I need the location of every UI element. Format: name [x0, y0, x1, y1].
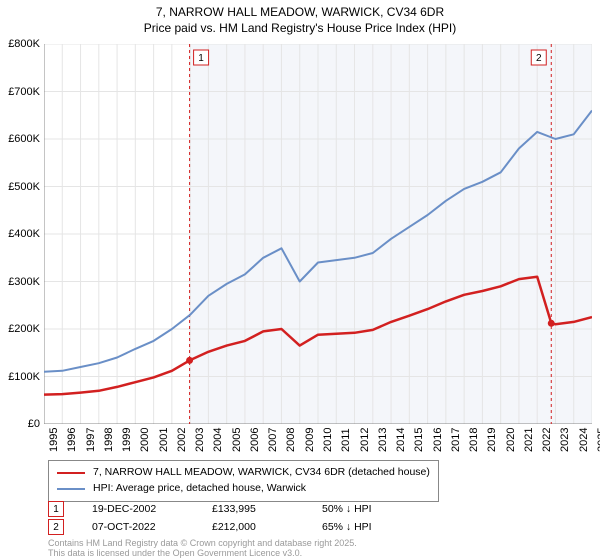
y-tick-label: £800K — [8, 38, 40, 50]
x-tick-label: 2010 — [322, 428, 334, 452]
x-tick-label: 2018 — [468, 428, 480, 452]
x-tick-label: 2001 — [158, 428, 170, 452]
chart-title: 7, NARROW HALL MEADOW, WARWICK, CV34 6DR… — [0, 0, 600, 36]
legend-item-hpi: HPI: Average price, detached house, Warw… — [57, 481, 430, 497]
legend-label-price: 7, NARROW HALL MEADOW, WARWICK, CV34 6DR… — [93, 465, 430, 481]
marker-price-1: £133,995 — [212, 503, 322, 515]
y-tick-label: £500K — [8, 181, 40, 193]
legend-label-hpi: HPI: Average price, detached house, Warw… — [93, 481, 306, 497]
x-tick-label: 2016 — [432, 428, 444, 452]
y-tick-label: £700K — [8, 86, 40, 98]
marker-row-2: 2 07-OCT-2022 £212,000 65% ↓ HPI — [48, 518, 462, 536]
marker-badge-2: 2 — [48, 519, 64, 535]
y-tick-label: £200K — [8, 323, 40, 335]
x-tick-label: 2020 — [505, 428, 517, 452]
line-chart-svg: 12 — [44, 44, 592, 424]
x-tick-label: 2023 — [559, 428, 571, 452]
x-tick-label: 2015 — [413, 428, 425, 452]
marker-pct-2: 65% ↓ HPI — [322, 521, 462, 533]
x-tick-label: 1995 — [48, 428, 60, 452]
marker-date-1: 19-DEC-2002 — [92, 503, 212, 515]
x-tick-label: 2000 — [139, 428, 151, 452]
x-tick-label: 2012 — [359, 428, 371, 452]
svg-text:2: 2 — [536, 53, 542, 64]
y-tick-label: £300K — [8, 276, 40, 288]
title-line-1: 7, NARROW HALL MEADOW, WARWICK, CV34 6DR — [0, 4, 600, 20]
marker-date-2: 07-OCT-2022 — [92, 521, 212, 533]
plot-area: 12 — [44, 44, 592, 424]
y-tick-label: £0 — [28, 418, 40, 430]
legend: 7, NARROW HALL MEADOW, WARWICK, CV34 6DR… — [48, 460, 439, 502]
marker-row-1: 1 19-DEC-2002 £133,995 50% ↓ HPI — [48, 500, 462, 518]
x-tick-label: 2017 — [450, 428, 462, 452]
y-tick-label: £400K — [8, 228, 40, 240]
x-tick-label: 2014 — [395, 428, 407, 452]
license-line-2: This data is licensed under the Open Gov… — [48, 548, 357, 558]
x-tick-label: 1997 — [85, 428, 97, 452]
x-tick-label: 2011 — [340, 428, 352, 452]
x-tick-label: 2025 — [596, 428, 600, 452]
x-tick-label: 2006 — [249, 428, 261, 452]
markers-table: 1 19-DEC-2002 £133,995 50% ↓ HPI 2 07-OC… — [48, 500, 462, 536]
legend-swatch-hpi — [57, 488, 85, 490]
x-tick-label: 2021 — [523, 428, 535, 452]
y-tick-label: £600K — [8, 133, 40, 145]
x-tick-label: 2022 — [541, 428, 553, 452]
svg-text:1: 1 — [198, 53, 204, 64]
x-tick-label: 1998 — [103, 428, 115, 452]
marker-price-2: £212,000 — [212, 521, 322, 533]
legend-item-price: 7, NARROW HALL MEADOW, WARWICK, CV34 6DR… — [57, 465, 430, 481]
x-tick-label: 2003 — [194, 428, 206, 452]
license-text: Contains HM Land Registry data © Crown c… — [48, 538, 357, 559]
x-tick-label: 2019 — [486, 428, 498, 452]
license-line-1: Contains HM Land Registry data © Crown c… — [48, 538, 357, 548]
x-tick-label: 2013 — [377, 428, 389, 452]
x-tick-label: 2009 — [304, 428, 316, 452]
x-tick-label: 2005 — [231, 428, 243, 452]
title-line-2: Price paid vs. HM Land Registry's House … — [0, 20, 600, 36]
x-tick-label: 2008 — [285, 428, 297, 452]
x-tick-label: 2004 — [212, 428, 224, 452]
marker-badge-1: 1 — [48, 501, 64, 517]
x-tick-label: 2024 — [578, 428, 590, 452]
legend-swatch-price — [57, 472, 85, 474]
x-tick-label: 1999 — [121, 428, 133, 452]
y-tick-label: £100K — [8, 371, 40, 383]
x-tick-label: 1996 — [66, 428, 78, 452]
x-tick-label: 2007 — [267, 428, 279, 452]
x-tick-label: 2002 — [176, 428, 188, 452]
marker-pct-1: 50% ↓ HPI — [322, 503, 462, 515]
chart-container: 7, NARROW HALL MEADOW, WARWICK, CV34 6DR… — [0, 0, 600, 560]
